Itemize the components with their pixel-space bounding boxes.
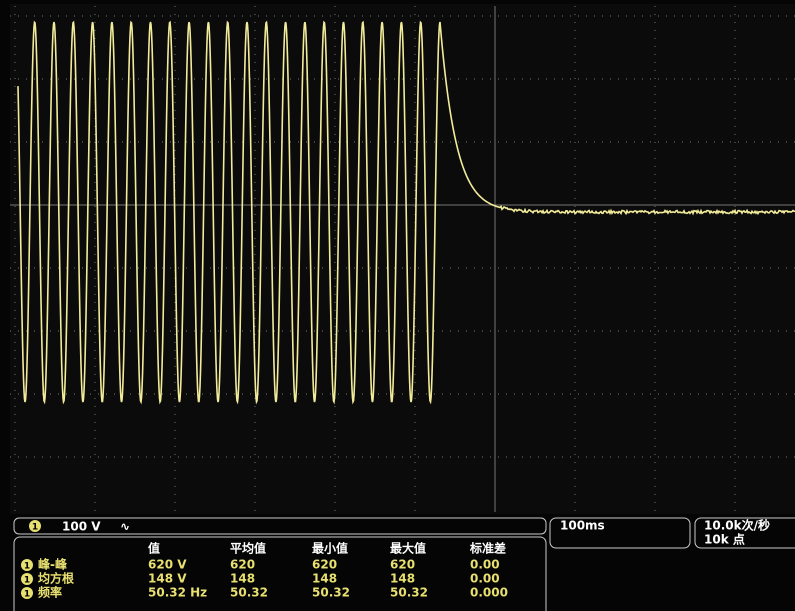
- measurement-value: 620: [390, 558, 415, 572]
- measurement-label: 均方根: [38, 571, 74, 586]
- measurement-value: 50.32 Hz: [148, 586, 207, 600]
- record-length: 10k 点: [704, 532, 745, 547]
- channel-number: 1: [24, 562, 30, 572]
- measurement-value: 0.00: [470, 572, 500, 586]
- timebase: 100ms: [560, 519, 605, 533]
- column-header: 平均值: [230, 541, 266, 556]
- measurement-value: 148: [390, 572, 415, 586]
- measurement-value: 148: [312, 572, 337, 586]
- channel-coupling: ∿: [120, 520, 130, 534]
- measurement-value: 148 V: [148, 572, 187, 586]
- measurement-value: 620: [312, 558, 337, 572]
- oscilloscope-screen: 1 100 V ∿ 100ms 10.0k次/秒 10k 点 值 平均值 最小值 最大…: [0, 0, 795, 611]
- channel-number: 1: [24, 576, 30, 586]
- measurement-value: 620 V: [148, 558, 187, 572]
- column-header: 最小值: [312, 541, 348, 556]
- measurement-value: 148: [230, 572, 255, 586]
- measurement-label: 频率: [38, 585, 62, 600]
- measurement-value: 50.32: [390, 586, 428, 600]
- measurement-value: 620: [230, 558, 255, 572]
- channel-number: 1: [32, 523, 38, 533]
- measurement-value: 50.32: [230, 586, 268, 600]
- column-header: 值: [148, 541, 160, 556]
- plot-area: [10, 4, 795, 514]
- measurement-value: 0.00: [470, 558, 500, 572]
- column-header: 标准差: [469, 541, 506, 556]
- sample-rate: 10.0k次/秒: [704, 518, 770, 533]
- measurement-label: 峰-峰: [38, 557, 68, 572]
- column-header: 最大值: [390, 541, 426, 556]
- measurement-value: 50.32: [312, 586, 350, 600]
- channel-number: 1: [24, 590, 30, 600]
- channel-scale: 100 V: [62, 520, 101, 534]
- measurement-value: 0.000: [470, 586, 508, 600]
